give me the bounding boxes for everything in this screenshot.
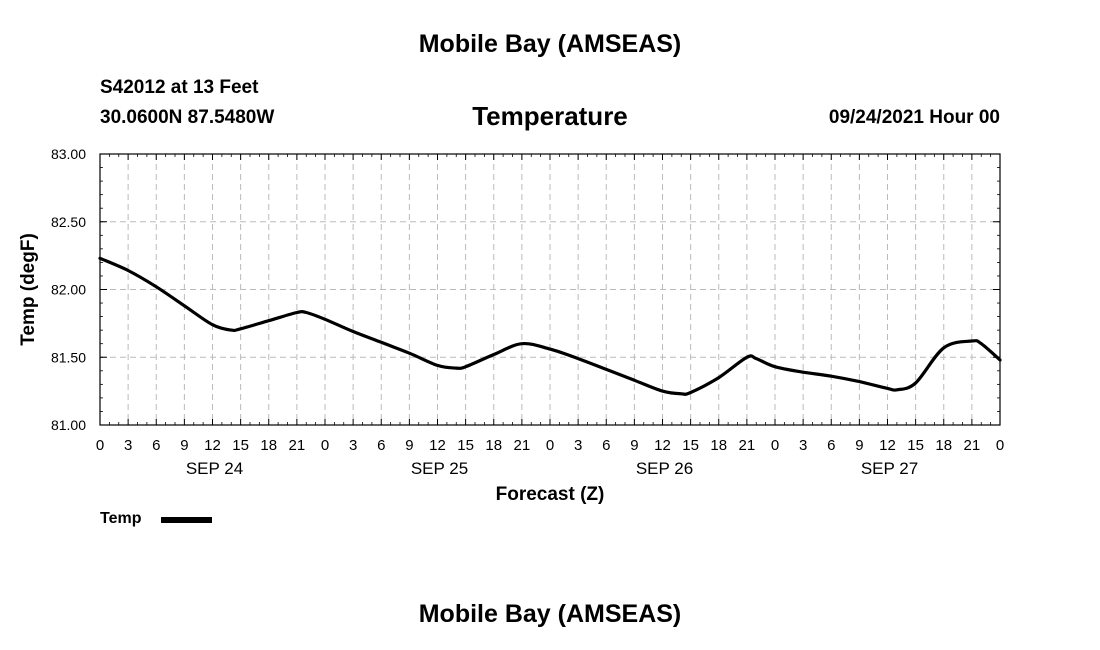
x-tick-label: 18 [260, 437, 277, 454]
x-tick-label: 15 [232, 437, 249, 454]
x-tick-label: 0 [996, 437, 1004, 454]
x-tick-label: 12 [204, 437, 221, 454]
x-tick-label: 18 [485, 437, 502, 454]
y-tick-label: 83.00 [51, 146, 86, 162]
x-tick-label: 12 [654, 437, 671, 454]
y-tick-label: 81.50 [51, 349, 86, 365]
x-tick-label: 18 [935, 437, 952, 454]
x-tick-label: 3 [124, 437, 132, 454]
x-tick-label: 9 [855, 437, 863, 454]
x-tick-label: 0 [771, 437, 779, 454]
y-tick-label: 81.00 [51, 417, 86, 433]
y-axis-title: Temp (degF) [18, 233, 39, 346]
legend-label: Temp [100, 510, 141, 528]
x-tick-label: 21 [964, 437, 981, 454]
x-tick-label: 6 [827, 437, 835, 454]
x-tick-label: 0 [321, 437, 329, 454]
x-tick-label: 3 [799, 437, 807, 454]
x-axis-title: Forecast (Z) [496, 484, 605, 505]
x-tick-label: 12 [429, 437, 446, 454]
x-tick-label: 15 [682, 437, 699, 454]
x-tick-label: 21 [514, 437, 531, 454]
x-tick-label: 6 [152, 437, 160, 454]
x-tick-label: 9 [630, 437, 638, 454]
x-tick-label: 3 [349, 437, 357, 454]
x-tick-label: 0 [546, 437, 554, 454]
day-label: SEP 24 [186, 459, 243, 478]
day-label: SEP 25 [411, 459, 468, 478]
footer-title: Mobile Bay (AMSEAS) [0, 600, 1100, 629]
x-tick-label: 15 [907, 437, 924, 454]
temperature-chart: 0 3 6 9 12 15 18 21 0 3 6 9 12 15 18 21 0 3 6 9 12 15 18 21 0 3 6 9… [0, 0, 1100, 650]
x-tick-label: 12 [879, 437, 896, 454]
x-tick-label: 18 [710, 437, 727, 454]
legend-line-swatch [161, 517, 212, 523]
day-label: SEP 27 [861, 459, 918, 478]
x-tick-label: 21 [289, 437, 306, 454]
x-tick-label: 6 [602, 437, 610, 454]
x-tick-label: 15 [457, 437, 474, 454]
day-label: SEP 26 [636, 459, 693, 478]
y-tick-label: 82.00 [51, 282, 86, 298]
x-tick-label: 9 [180, 437, 188, 454]
x-tick-label: 6 [377, 437, 385, 454]
x-tick-label: 21 [739, 437, 756, 454]
x-tick-label: 3 [574, 437, 582, 454]
x-tick-label: 0 [96, 437, 104, 454]
x-tick-label: 9 [405, 437, 413, 454]
y-tick-label: 82.50 [51, 214, 86, 230]
